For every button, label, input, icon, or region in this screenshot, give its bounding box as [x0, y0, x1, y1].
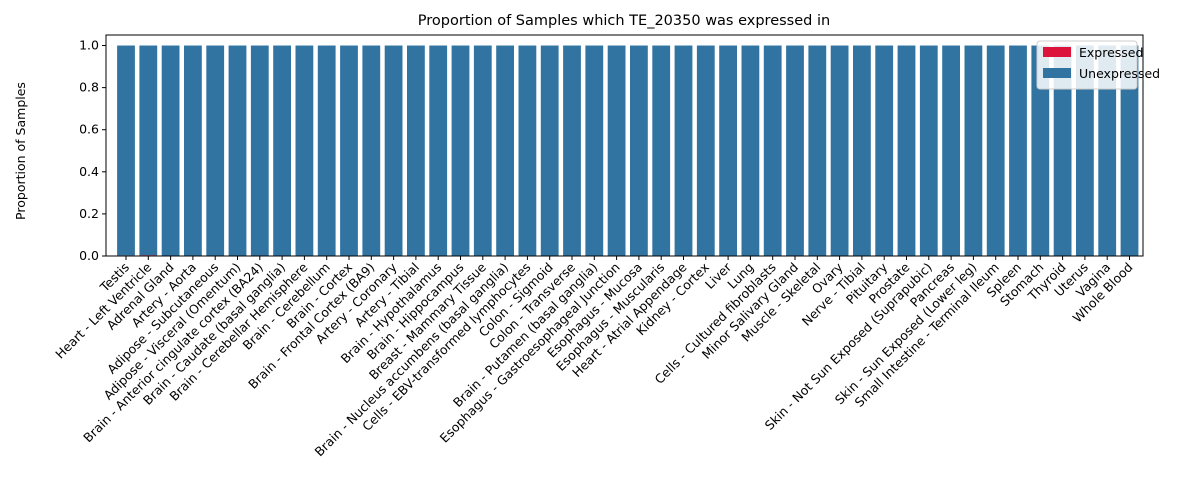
- bar-unexpressed: [184, 45, 202, 257]
- y-axis-label: Proportion of Samples: [13, 82, 28, 220]
- bar-unexpressed: [719, 45, 737, 257]
- bar-unexpressed: [473, 45, 492, 257]
- bar-unexpressed: [986, 45, 1005, 257]
- bar-unexpressed: [696, 45, 715, 257]
- bar-unexpressed: [853, 45, 871, 257]
- bar-unexpressed: [518, 45, 537, 257]
- bars-group: [117, 45, 1139, 257]
- bar-unexpressed: [429, 45, 448, 257]
- bar-unexpressed: [808, 45, 827, 257]
- y-axis-ticks: 0.0 0.2 0.4 0.6 0.8 1.0: [79, 38, 106, 263]
- bar-unexpressed: [1076, 45, 1094, 257]
- bar-unexpressed: [652, 45, 671, 257]
- bar-unexpressed: [763, 45, 782, 257]
- bar-unexpressed: [362, 45, 381, 257]
- bar-unexpressed: [496, 45, 514, 257]
- bar-unexpressed: [942, 45, 960, 257]
- bar-unexpressed: [451, 45, 470, 257]
- bar-unexpressed: [206, 45, 225, 257]
- bar-unexpressed: [1098, 45, 1117, 257]
- bar-unexpressed: [1120, 45, 1139, 257]
- legend-label-unexpressed: Unexpressed: [1079, 66, 1160, 81]
- bar-unexpressed: [585, 45, 604, 257]
- y-tick-label: 0.0: [79, 248, 99, 263]
- legend-label-expressed: Expressed: [1079, 45, 1143, 60]
- bar-unexpressed: [964, 45, 983, 257]
- bar-unexpressed: [875, 45, 894, 257]
- y-tick-label: 0.2: [79, 206, 99, 221]
- bar-unexpressed: [630, 45, 648, 257]
- bar-unexpressed: [1009, 45, 1027, 257]
- bar-unexpressed: [563, 45, 581, 257]
- bar-unexpressed: [1053, 45, 1072, 257]
- bar-unexpressed: [317, 45, 336, 257]
- bar-unexpressed: [161, 45, 180, 257]
- y-tick-label: 0.6: [79, 122, 99, 137]
- bar-unexpressed: [228, 45, 247, 257]
- bar-unexpressed: [1031, 45, 1050, 257]
- bar-unexpressed: [674, 45, 693, 257]
- plot-frame: [105, 34, 1144, 257]
- bar-unexpressed: [830, 45, 849, 257]
- chart-title: Proportion of Samples which TE_20350 was…: [418, 13, 830, 29]
- legend-swatch-expressed: [1043, 47, 1071, 57]
- y-tick-label: 0.8: [79, 80, 99, 95]
- bar-unexpressed: [295, 45, 314, 257]
- bar-unexpressed: [340, 45, 358, 257]
- bar-unexpressed: [540, 45, 559, 257]
- y-tick-label: 1.0: [79, 38, 99, 53]
- bar-unexpressed: [607, 45, 626, 257]
- bar-unexpressed: [139, 45, 158, 256]
- legend-swatch-unexpressed: [1043, 68, 1071, 78]
- bar-unexpressed: [741, 45, 760, 257]
- bar-unexpressed: [786, 45, 804, 257]
- legend: Expressed Unexpressed: [1036, 40, 1160, 90]
- bar-unexpressed: [384, 45, 403, 257]
- bar-unexpressed: [117, 45, 135, 256]
- bar-unexpressed: [407, 45, 425, 257]
- y-tick-label: 0.4: [79, 164, 99, 179]
- bar-unexpressed: [897, 45, 916, 257]
- bar-unexpressed: [919, 45, 938, 257]
- bar-unexpressed: [250, 45, 269, 257]
- bar-unexpressed: [273, 45, 291, 257]
